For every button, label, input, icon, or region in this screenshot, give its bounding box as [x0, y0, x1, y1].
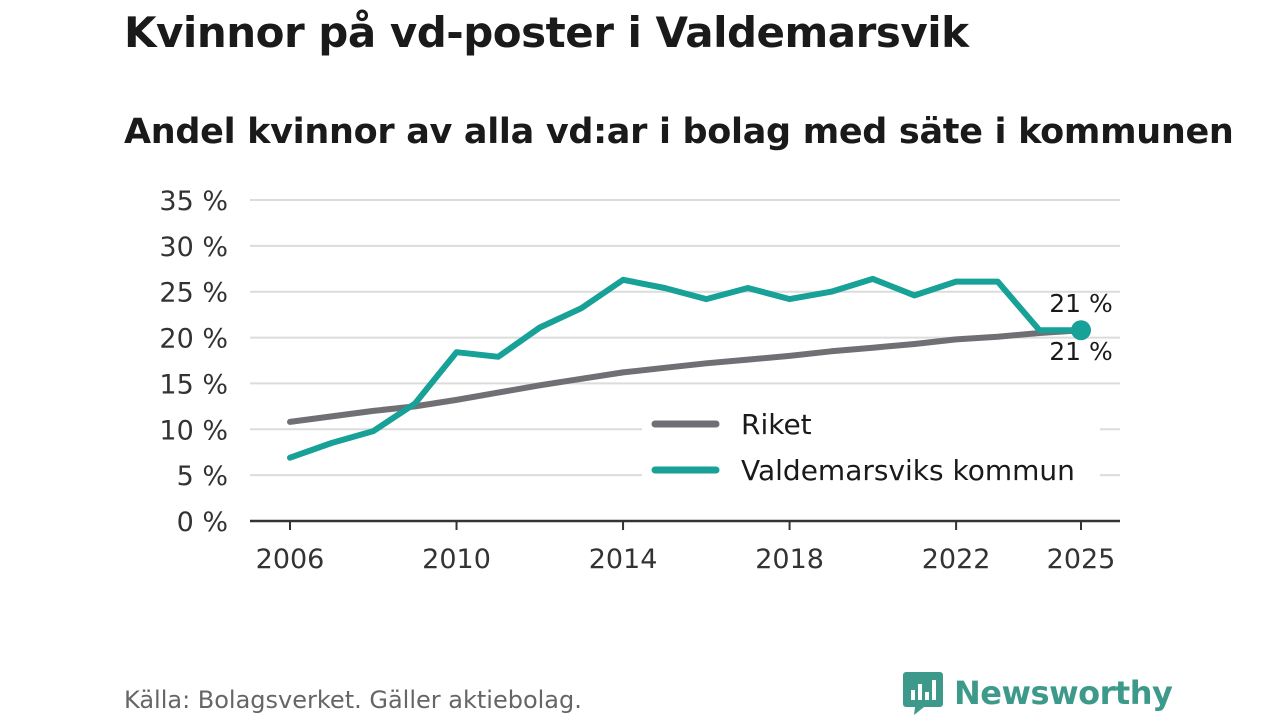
brand-logo: Newsworthy — [902, 670, 1173, 716]
series-lines — [287, 275, 1091, 461]
x-axis: 2006 2010 2014 2018 2022 2025 — [250, 519, 1120, 575]
series-line-valdemarsviks-kommun — [287, 275, 1084, 461]
x-tick-label: 2022 — [922, 544, 991, 575]
y-tick-label: 15 % — [159, 369, 228, 400]
brand-name: Newsworthy — [954, 674, 1173, 712]
end-labels: 21 % 21 % — [1049, 289, 1113, 366]
x-tick-label: 2014 — [589, 544, 658, 575]
x-tick-label: 2010 — [422, 544, 491, 575]
y-axis-tick-labels: 0 % 5 % 10 % 15 % 20 % 25 % 30 % 35 % — [159, 186, 228, 538]
end-point-marker — [1071, 320, 1091, 341]
y-tick-label: 25 % — [159, 278, 228, 309]
y-tick-label: 20 % — [159, 324, 228, 355]
x-tick-label: 2018 — [755, 544, 824, 575]
y-tick-label: 30 % — [159, 232, 228, 263]
y-tick-label: 0 % — [177, 507, 228, 538]
legend-label: Valdemarsviks kommun — [741, 454, 1075, 487]
end-label-riket: 21 % — [1049, 337, 1113, 366]
x-tick-label: 2006 — [256, 544, 325, 575]
x-tick-label: 2025 — [1047, 544, 1116, 575]
chart-subtitle: Andel kvinnor av alla vd:ar i bolag med … — [124, 112, 1234, 152]
source-note: Källa: Bolagsverket. Gäller aktiebolag. — [124, 686, 582, 714]
y-tick-label: 35 % — [159, 186, 228, 217]
series-line-riket — [287, 327, 1084, 425]
chart-title: Kvinnor på vd-poster i Valdemarsvik — [124, 8, 969, 57]
legend-background — [642, 400, 1100, 500]
newsworthy-logo-icon — [903, 672, 943, 715]
y-tick-label: 5 % — [177, 461, 228, 492]
y-tick-label: 10 % — [159, 415, 228, 446]
end-label-valdemarsvik: 21 % — [1049, 289, 1113, 318]
legend-label: Riket — [741, 408, 812, 441]
legend: Riket Valdemarsviks kommun — [642, 400, 1100, 500]
line-chart: 0 %5 %10 %15 %20 %25 %30 %35 % 2006 2010 2… — [159, 186, 1120, 575]
